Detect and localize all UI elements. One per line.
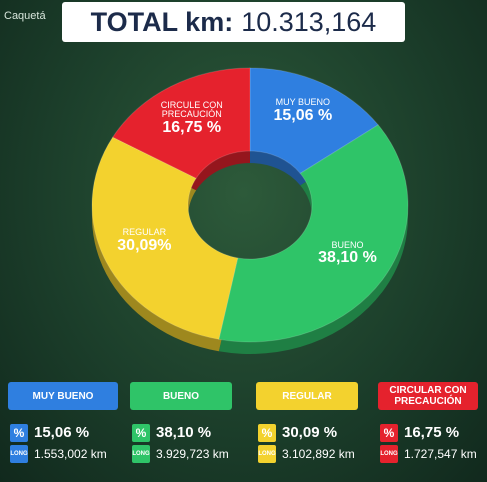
icon-long: LONG — [258, 445, 276, 463]
legend-box: CIRCULAR CON PRECAUCIÓN — [378, 382, 478, 410]
slice-label: REGULAR 30,09% — [84, 227, 204, 254]
legend-percent: 16,75 % — [404, 424, 460, 441]
icon-long: LONG — [10, 445, 28, 463]
header: TOTAL km: 10.313,164 — [62, 2, 405, 42]
legend-box: REGULAR — [256, 382, 358, 410]
legend-percent: 38,10 % — [156, 424, 212, 441]
slice-category: CIRCULE CON PRECAUCIÓN — [160, 99, 223, 120]
legend-percent: 30,09 % — [282, 424, 338, 441]
legend-km: 1.553,002 km — [34, 447, 107, 461]
slice-value: 16,75 % — [162, 118, 222, 136]
slice-label: BUENO 38,10 % — [288, 239, 408, 267]
legend-km: 3.102,892 km — [282, 447, 355, 461]
slice-label: CIRCULE CON PRECAUCIÓN 16,75 % — [132, 99, 252, 137]
icon-percent: % — [258, 424, 276, 442]
slice — [91, 136, 239, 340]
slice-category: MUY BUENO — [275, 97, 331, 108]
legend-box: BUENO — [130, 382, 232, 410]
icon-long: LONG — [380, 445, 398, 463]
icon-percent: % — [380, 424, 398, 442]
header-label: TOTAL km: — [90, 6, 234, 37]
legend-percent: 15,06 % — [34, 424, 90, 441]
slice-category: REGULAR — [122, 227, 167, 238]
slice — [218, 124, 409, 343]
legend-box: MUY BUENO — [8, 382, 118, 410]
slice-category: BUENO — [331, 239, 364, 250]
slice — [112, 67, 251, 179]
icon-long: LONG — [132, 445, 150, 463]
slice-value: 38,10 % — [318, 249, 377, 267]
header-total: 10.313,164 — [241, 6, 377, 37]
slice-value: 30,09% — [117, 236, 172, 254]
legend-km: 1.727,547 km — [404, 447, 477, 461]
slice-value: 15,06 % — [273, 106, 333, 124]
icon-percent: % — [10, 424, 28, 442]
icon-percent: % — [132, 424, 150, 442]
slice — [249, 67, 379, 175]
map-label: Caquetá — [4, 10, 46, 22]
legend-km: 3.929,723 km — [156, 447, 229, 461]
slice-label: MUY BUENO 15,06 % — [243, 97, 363, 124]
